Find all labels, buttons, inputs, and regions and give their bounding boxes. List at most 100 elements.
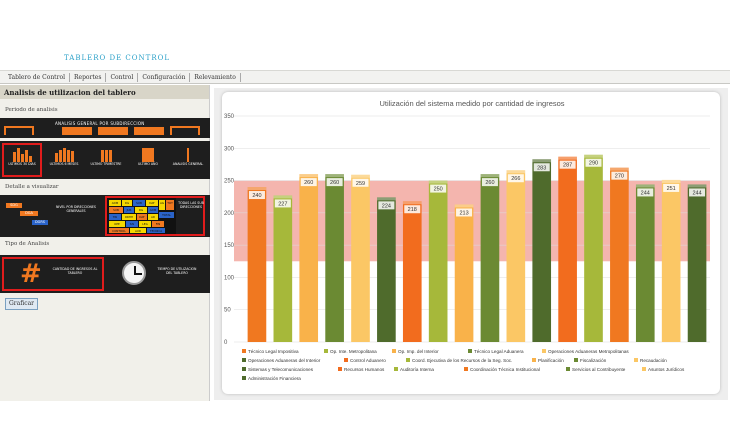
selected-period-highlight [2,143,42,177]
subdirection-grid-icon[interactable]: ADM DG SUB DAT AG TOT SUB JUR DG ADM TRI… [107,198,176,234]
general-analysis-title: ANALISIS GENERAL POR SUBDIRECCION [55,121,145,126]
legend-swatch [344,358,348,362]
data-label: 224 [382,203,391,209]
bar-chart-icon [130,144,166,162]
legend-swatch [542,349,546,353]
data-label-bg [663,183,680,192]
period-option-general[interactable]: ANALISIS GENERAL [170,144,206,166]
data-label-bg [637,188,654,197]
legend-label: Administración Financiera [248,376,301,381]
bar-highlight [351,174,370,178]
bar [247,187,267,342]
data-label-bg [352,178,369,187]
bar [428,180,448,342]
usage-bar-chart: Utilización del sistema medido por canti… [224,99,710,381]
bar-chart-icon [88,144,124,162]
data-label-bg [378,201,395,210]
bracket-icon [170,126,200,135]
data-label-bg [248,191,265,200]
bar-highlight [610,167,629,171]
legend-swatch [464,367,468,371]
orange-bar-icon [98,127,128,135]
detail-option-hierarchy[interactable]: NIVEL POR DIRECCIONES GENERALES [56,205,96,213]
bar-highlight [480,174,500,178]
data-label-bg [326,178,343,187]
graficar-button[interactable]: Graficar [5,298,39,310]
detail-option-all-subdirections[interactable]: TODAS LAS SUB DIRECCIONES [178,201,204,209]
bar [299,174,319,342]
bar [454,204,474,342]
menu-extra[interactable]: Relevamiento [190,72,241,82]
bar-highlight [428,180,448,184]
bar-chart-icon [4,144,40,162]
data-label: 287 [563,163,572,169]
chart-area: Utilización del sistema medido por canti… [214,88,728,400]
bar [506,170,526,342]
detail-options: SDG DGA DGRS NIVEL POR DIRECCIONES GENER… [0,195,210,237]
legend-swatch [566,367,570,371]
legend-swatch [392,349,396,353]
bar-highlight [558,156,577,160]
bar [402,201,422,342]
period-option-year[interactable]: ULTIMO AÑO [130,144,166,166]
legend-swatch [242,367,246,371]
menu-reportes[interactable]: Reportes [70,72,107,82]
bar-chart-icon [46,144,82,162]
data-label-bg [481,178,498,187]
legend-label: Técnico Legal Impositiva [248,349,299,354]
data-label: 240 [252,193,261,199]
data-label: 290 [589,161,598,167]
legend-swatch [242,358,246,362]
bar [610,167,629,342]
bar [273,195,293,342]
y-tick-label: 300 [224,146,235,152]
data-label-bg [404,205,421,214]
menu-configuracion[interactable]: Configuración [138,72,191,82]
legend-swatch [532,358,536,362]
period-option-quarters[interactable]: ULTIMO TRIMESTRE [88,144,124,166]
data-label-bg [559,160,576,169]
data-label-bg [611,171,628,180]
menu-tablero-de-control[interactable]: Tablero de Control [4,72,70,82]
legend-label: Control Aduanero [350,358,386,363]
data-label: 244 [641,190,650,196]
data-label: 250 [434,187,443,193]
data-label: 227 [278,201,287,207]
selected-analysis-highlight [2,257,104,291]
bar [532,159,552,342]
data-label: 251 [667,186,676,192]
bar-highlight [635,184,655,188]
data-label: 260 [304,180,313,186]
legend-label: Coordinación Técnica Institucional [470,367,540,372]
data-label: 244 [692,190,701,196]
data-label: 283 [537,165,546,171]
bar-highlight [454,204,474,208]
legend-swatch [394,367,398,371]
bar-highlight [377,197,396,201]
menu-control[interactable]: Control [106,72,139,82]
bar [584,154,603,342]
data-label: 260 [485,180,494,186]
legend-swatch [242,349,246,353]
period-option-months[interactable]: ULTIMOS 6 MESES [46,144,82,166]
bar [351,174,370,342]
legend-label: Coord. Ejecutiva de los Recursos de la S… [412,358,512,363]
bar-highlight [584,154,603,158]
data-label-bg [430,184,447,193]
bar-highlight [506,170,526,174]
bar-highlight [661,179,681,183]
data-label-bg [456,208,473,217]
bar [325,174,344,342]
legend-swatch [468,349,472,353]
y-tick-label: 0 [224,340,228,346]
legend-label: Servicios al Contribuyente [572,367,626,372]
period-option-days[interactable]: ULTIMOS 30 DIAS [4,144,40,166]
hash-icon: # [20,259,42,289]
general-analysis-banner[interactable]: ANALISIS GENERAL POR SUBDIRECCION [0,118,210,138]
analysis-type-options: # CANTIDAD DE INGRESOS AL TABLERO TIEMPO… [0,255,210,293]
legend-label: Recaudación [640,358,667,363]
legend-label: Recursos Humanos [344,367,385,372]
data-label-bg [300,178,317,187]
bar-highlight [402,201,422,205]
orange-bar-icon [62,127,92,135]
